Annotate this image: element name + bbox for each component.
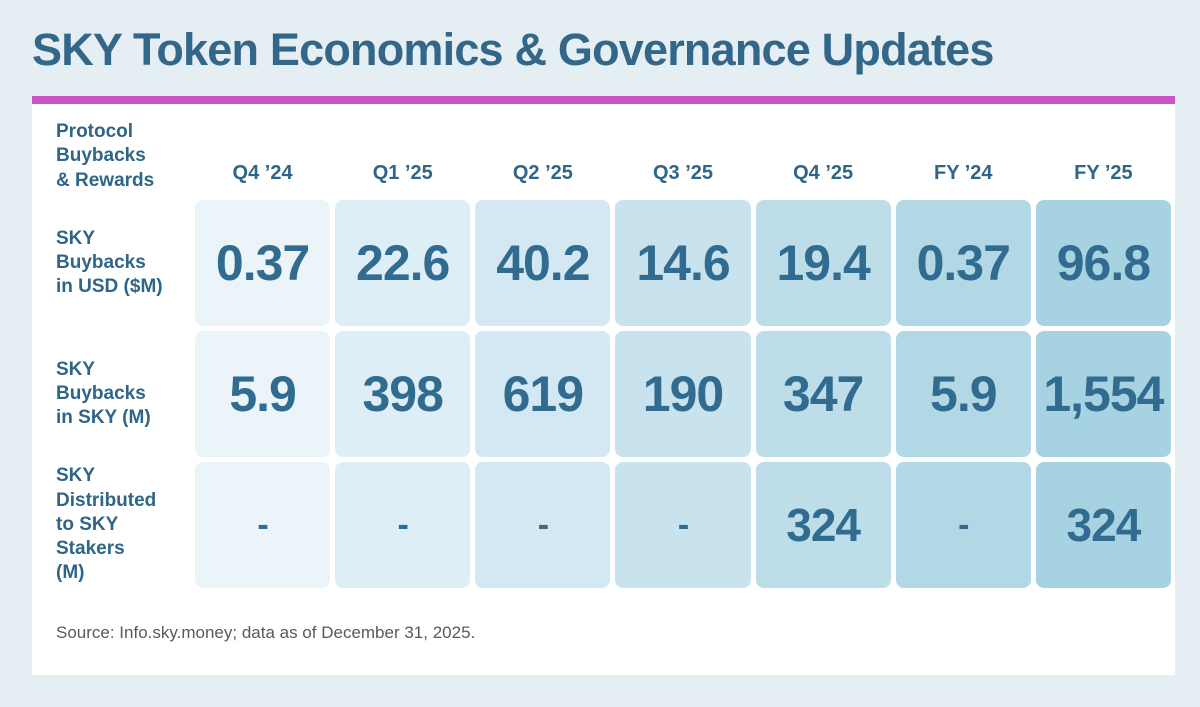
footer-row: Source: Info.sky.money; data as of Decem… <box>56 593 1171 675</box>
value-cell-r2-c2: 398 <box>335 331 471 457</box>
value-cell-r1-c6: 0.37 <box>895 200 1031 326</box>
accent-bar <box>32 96 1175 104</box>
source-note: Source: Info.sky.money; data as of Decem… <box>56 623 476 642</box>
value-cell-r1-c5: 19.4 <box>755 200 891 326</box>
value-cell-r1-c7: 96.8 <box>1035 200 1171 326</box>
column-header-7: FY ’25 <box>1074 162 1133 184</box>
value-cell-r2-c3: 619 <box>475 331 611 457</box>
column-header-4: Q3 ’25 <box>652 162 714 184</box>
value-cell-r3-c2: - <box>335 462 471 588</box>
value-cell-r2-c1: 5.9 <box>195 331 331 457</box>
value-cell-r3-c3: - <box>475 462 611 588</box>
value-cell-r1-c4: 14.6 <box>615 200 751 326</box>
row-label-3: SKY Distributed to SKY Stakers (M) <box>56 465 157 584</box>
value-cell-r3-c4: - <box>615 462 751 588</box>
row-label-1: SKY Buybacks in USD ($M) <box>56 227 163 298</box>
table-card: Protocol Buybacks & Rewards Q4 ’24 Q1 ’25 Q… <box>32 104 1175 675</box>
column-header-1: Q4 ’24 <box>232 162 293 184</box>
value-cell-r1-c3: 40.2 <box>475 200 611 326</box>
row-label-2: SKY Buybacks in SKY (M) <box>56 358 151 429</box>
column-header-2: Q1 ’25 <box>372 162 433 184</box>
value-cell-r3-c1: - <box>195 462 331 588</box>
corner-label: Protocol Buybacks & Rewards <box>56 121 155 191</box>
value-cell-r3-c6: - <box>895 462 1031 588</box>
value-cell-r1-c1: 0.37 <box>195 200 331 326</box>
value-cell-r1-c2: 22.6 <box>335 200 471 326</box>
column-header-3: Q2 ’25 <box>512 162 573 184</box>
column-header-5: Q4 ’25 <box>793 162 854 184</box>
value-cell-r2-c4: 190 <box>615 331 751 457</box>
column-header-6: FY ’24 <box>933 162 993 184</box>
value-cell-r2-c6: 5.9 <box>895 331 1031 457</box>
value-cell-r3-c7: 324 <box>1035 462 1171 588</box>
value-cell-r2-c5: 347 <box>755 331 891 457</box>
page-title: SKY Token Economics & Governance Updates <box>32 24 994 75</box>
value-cell-r3-c5: 324 <box>755 462 891 588</box>
value-cell-r2-c7: 1,554 <box>1035 331 1171 457</box>
data-table: Protocol Buybacks & Rewards Q4 ’24 Q1 ’25 Q… <box>56 104 1171 675</box>
